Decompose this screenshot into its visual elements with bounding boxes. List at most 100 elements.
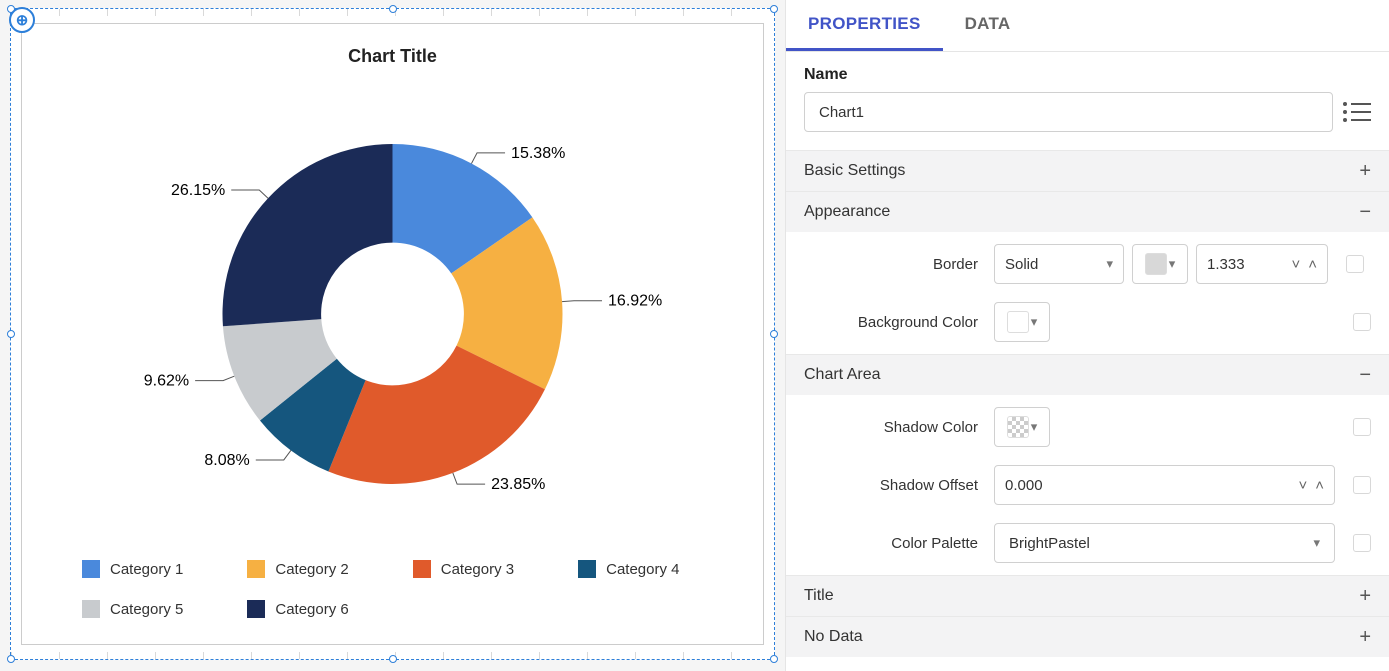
section-header-chart-area[interactable]: Chart Area − [786,355,1389,395]
reset-checkbox[interactable] [1353,476,1371,494]
donut-slice [223,144,393,326]
minus-icon: − [1359,202,1371,222]
tab-properties[interactable]: PROPERTIES [786,0,943,51]
list-icon[interactable] [1343,98,1371,126]
chevron-down-icon: ▾ [1031,314,1038,330]
section-header-basic[interactable]: Basic Settings + [786,151,1389,191]
plus-icon: + [1359,586,1371,606]
border-label: Border [804,256,994,273]
leader-line [231,190,268,198]
legend-item: Category 2 [247,560,348,578]
section-header-title[interactable]: Title + [786,576,1389,616]
reset-checkbox[interactable] [1346,255,1364,273]
leader-line [256,450,291,460]
resize-handle-bc[interactable] [389,655,397,663]
prop-shadow-color: Shadow Color ▾ [804,407,1371,447]
chevron-down-icon: ▾ [1169,256,1176,272]
chevron-down-icon: ˅ [1291,256,1300,273]
prop-border: Border Solid ▾ ▾ 1.333 ˅˄ [804,244,1371,284]
data-label: 15.38% [511,145,565,162]
prop-color-palette: Color Palette BrightPastel ▾ [804,523,1371,563]
section-title: Chart Area [804,366,880,384]
section-header-appearance[interactable]: Appearance − [786,192,1389,232]
prop-background-color: Background Color ▾ [804,302,1371,342]
section-title: Basic Settings [804,162,905,180]
reset-checkbox[interactable] [1353,313,1371,331]
shadow-offset-spinner[interactable]: 0.000 ˅˄ [994,465,1335,505]
shadow-color-label: Shadow Color [804,419,994,436]
legend-swatch [413,560,431,578]
palette-combo[interactable]: BrightPastel ▾ [994,523,1335,563]
data-label: 16.92% [608,293,662,310]
legend-item: Category 5 [82,600,183,618]
donut-chart: 15.38% 16.92% 23.85% 8.08% 9.62% 26.15% [22,84,763,524]
bg-color-picker[interactable]: ▾ [994,302,1050,342]
section-title: Title + [786,575,1389,616]
section-header-nodata[interactable]: No Data + [786,617,1389,657]
section-title: Appearance [804,203,890,221]
legend-label: Category 4 [606,561,679,578]
chart-legend: Category 1 Category 2 Category 3 Category 4… [82,560,703,618]
resize-handle-rc[interactable] [770,330,778,338]
section-title: Title [804,587,834,605]
section-basic-settings: Basic Settings + [786,150,1389,191]
resize-handle-bl[interactable] [7,655,15,663]
chevron-down-icon: ▾ [1031,419,1038,435]
bg-label: Background Color [804,314,994,331]
shadow-color-picker[interactable]: ▾ [994,407,1050,447]
section-appearance: Appearance − Border Solid ▾ ▾ 1.333 [786,191,1389,354]
section-chart-area: Chart Area − Shadow Color ▾ Shadow Offse… [786,354,1389,575]
move-icon[interactable]: ⊕ [9,7,35,33]
palette-label: Color Palette [804,535,994,552]
section-no-data: No Data + [786,616,1389,657]
name-block: Name [786,52,1389,150]
shadow-offset-label: Shadow Offset [804,477,994,494]
legend-swatch [247,560,265,578]
plus-icon: + [1359,627,1371,647]
selection-box[interactable]: ⊕ Chart Title 15.38% 16.92% 23.85% 8.08% 9.6… [10,8,775,660]
minus-icon: − [1359,365,1371,385]
legend-label: Category 1 [110,561,183,578]
resize-handle-tr[interactable] [770,5,778,13]
chart-title: Chart Title [22,46,763,67]
chart-container[interactable]: Chart Title 15.38% 16.92% 23.85% 8.08% 9.62%… [21,23,764,645]
resize-handle-lc[interactable] [7,330,15,338]
transparent-swatch [1007,416,1029,438]
leader-line [195,376,234,380]
prop-shadow-offset: Shadow Offset 0.000 ˅˄ [804,465,1371,505]
legend-label: Category 3 [441,561,514,578]
border-style-combo[interactable]: Solid ▾ [994,244,1124,284]
tab-data[interactable]: DATA [943,0,1033,51]
data-label: 8.08% [204,452,249,469]
legend-item: Category 4 [578,560,679,578]
leader-line [562,301,602,302]
legend-label: Category 2 [275,561,348,578]
properties-panel: PROPERTIES DATA Name Basic Settings + Ap… [785,0,1389,671]
design-canvas[interactable]: ⊕ Chart Title 15.38% 16.92% 23.85% 8.08% 9.6… [0,0,785,671]
leader-line [471,153,505,164]
section-title: No Data [804,628,863,646]
chevron-down-icon: ˅ [1298,477,1307,494]
plus-icon: + [1359,161,1371,181]
border-color-picker[interactable]: ▾ [1132,244,1188,284]
border-width-spinner[interactable]: 1.333 ˅˄ [1196,244,1328,284]
name-label: Name [804,66,1371,84]
data-label: 26.15% [171,182,225,199]
tab-strip: PROPERTIES DATA [786,0,1389,52]
leader-line [453,473,485,484]
legend-swatch [82,560,100,578]
legend-swatch [82,600,100,618]
resize-handle-tc[interactable] [389,5,397,13]
data-label: 23.85% [491,476,545,493]
chevron-up-icon: ˄ [1308,256,1317,273]
reset-checkbox[interactable] [1353,534,1371,552]
chevron-down-icon: ▾ [1313,535,1320,551]
chevron-down-icon: ▾ [1106,256,1113,272]
resize-handle-br[interactable] [770,655,778,663]
legend-item: Category 6 [247,600,348,618]
data-label: 9.62% [144,373,189,390]
name-input[interactable] [804,92,1333,132]
legend-item: Category 3 [413,560,514,578]
reset-checkbox[interactable] [1353,418,1371,436]
legend-label: Category 6 [275,601,348,618]
